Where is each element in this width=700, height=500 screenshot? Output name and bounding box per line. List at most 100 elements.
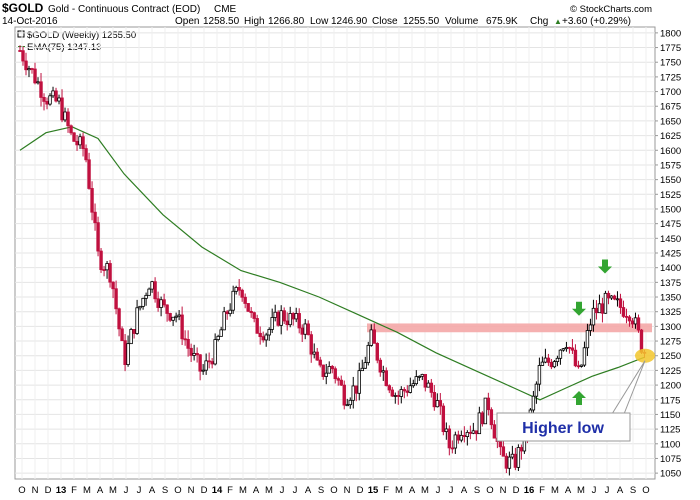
- candle-body: [330, 366, 334, 370]
- callout-text: Higher low: [522, 420, 604, 437]
- x-tick-label: A: [97, 485, 104, 496]
- candle-body: [612, 295, 617, 300]
- candle-body: [114, 288, 118, 310]
- candle-body: [276, 311, 280, 326]
- candle-body: [66, 111, 70, 127]
- candle-body: [429, 382, 434, 393]
- x-tick-label: J: [137, 485, 142, 496]
- x-tick-label: O: [486, 485, 493, 496]
- x-tick-label: A: [253, 485, 260, 496]
- candle-body: [384, 370, 388, 387]
- open-value: 1258.50: [203, 16, 240, 27]
- candle-body: [606, 292, 611, 299]
- candle-body: [297, 313, 301, 329]
- x-tick-label: A: [149, 485, 156, 496]
- candle-body: [177, 314, 181, 317]
- y-tick-label: 1100: [660, 439, 680, 450]
- candle-body: [180, 314, 184, 340]
- candle-body: [363, 362, 367, 369]
- y-tick-label: 1500: [660, 204, 681, 215]
- open-label: Open: [175, 16, 199, 27]
- candle-body: [132, 329, 136, 334]
- candle-body: [51, 90, 55, 97]
- candle-body: [210, 361, 214, 365]
- candle-body: [240, 289, 244, 298]
- candle-body: [603, 292, 608, 314]
- y-tick-label: 1350: [660, 293, 681, 304]
- candle-body: [531, 395, 536, 411]
- candle-body: [324, 372, 328, 377]
- candle-body: [420, 373, 425, 377]
- candle-body: [567, 347, 572, 349]
- candle-body: [84, 148, 88, 161]
- x-tick-label: S: [630, 485, 636, 496]
- y-axis: 1050 1075 1100 1125 1150 1175 1200 1225 1250 1275…: [655, 28, 681, 480]
- candle-body: [510, 453, 515, 458]
- chart-date: 14-Oct-2016: [2, 16, 58, 27]
- candle-body: [396, 395, 400, 397]
- candle-body: [78, 136, 82, 146]
- candle-body: [21, 50, 25, 62]
- volume-value: 675.9K: [486, 16, 518, 27]
- x-axis: O N D 13 F M A M J J A S O N D 14 F M A M J J A S O N D 15 F M A M J J A S O…: [18, 485, 649, 496]
- candle-body: [108, 263, 112, 283]
- candle-body: [186, 338, 190, 349]
- markers: [572, 259, 655, 405]
- candle-body: [147, 288, 151, 296]
- y-tick-label: 1750: [660, 58, 681, 69]
- candle-body: [48, 95, 52, 105]
- candle-body: [309, 334, 313, 355]
- y-tick-label: 1475: [660, 219, 681, 230]
- candle-body: [33, 68, 37, 84]
- candle-body: [627, 316, 632, 322]
- candle-body: [504, 455, 509, 469]
- candle-body: [63, 111, 67, 121]
- x-tick-label: J: [280, 485, 285, 496]
- x-tick-label: J: [605, 485, 610, 496]
- candle-body: [513, 453, 518, 468]
- candle-body: [378, 359, 382, 373]
- chg-value: +3.60 (+0.29%): [562, 16, 631, 27]
- x-tick-label: O: [174, 485, 181, 496]
- chg-label: Chg: [530, 16, 548, 27]
- y-tick-label: 1175: [660, 395, 680, 406]
- candle-body: [156, 298, 160, 308]
- candle-body: [252, 312, 256, 319]
- x-tick-label: M: [577, 485, 585, 496]
- candle-body: [615, 298, 620, 301]
- candle-body: [105, 263, 109, 271]
- x-tick-label: O: [18, 485, 25, 496]
- candle-body: [366, 344, 370, 364]
- x-tick-label: N: [500, 485, 507, 496]
- candle-body: [507, 456, 512, 469]
- candle-body: [381, 370, 385, 373]
- candle-body: [54, 90, 58, 102]
- chg-arrow: ▲: [554, 17, 562, 26]
- callout-box: [496, 412, 631, 442]
- candle-body: [351, 385, 355, 401]
- candle-body: [45, 101, 49, 105]
- x-tick-label: A: [617, 485, 624, 496]
- x-tick-label: S: [474, 485, 480, 496]
- candle-body: [231, 290, 235, 311]
- candle-body: [75, 140, 79, 146]
- candle-body: [165, 304, 169, 314]
- candle-body: [462, 434, 467, 438]
- arrow-down-marker: [572, 301, 586, 316]
- x-tick-label: 13: [56, 485, 67, 496]
- candle-body: [540, 361, 545, 366]
- candle-body: [18, 50, 22, 52]
- candle-body: [171, 316, 175, 321]
- candle-body: [198, 354, 202, 372]
- candle-body: [459, 434, 464, 441]
- candle-body: [423, 373, 428, 388]
- candle-body: [339, 379, 343, 386]
- x-tick-label: J: [436, 485, 441, 496]
- y-tick-label: 1700: [660, 87, 681, 98]
- low-value: 1246.90: [331, 16, 368, 27]
- candle-body: [207, 360, 211, 363]
- x-tick-label: M: [265, 485, 273, 496]
- candle-body: [174, 315, 178, 318]
- candle-body: [57, 97, 61, 102]
- highlight-ellipse: [635, 348, 655, 363]
